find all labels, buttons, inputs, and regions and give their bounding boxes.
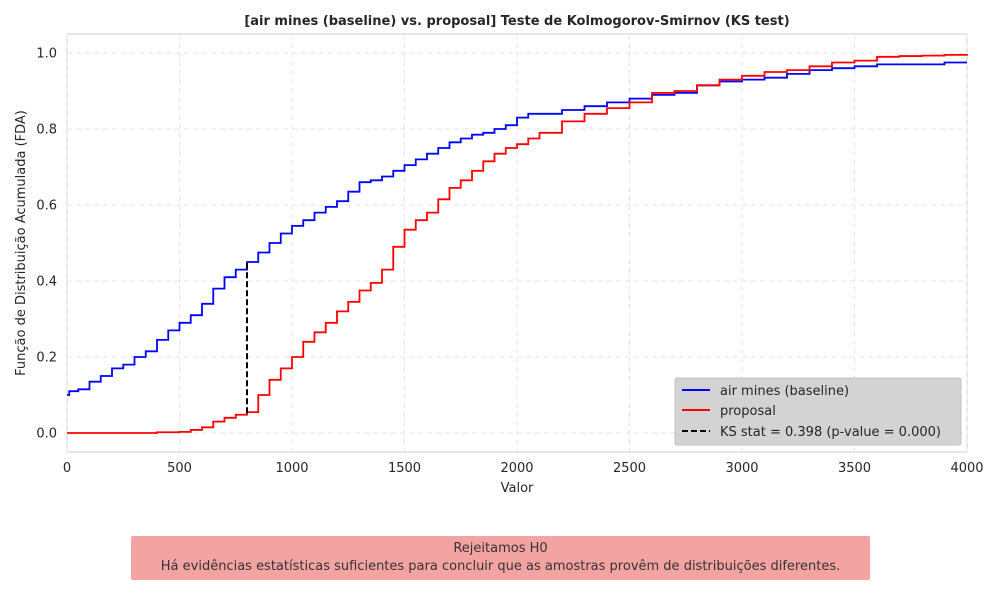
legend-label-proposal: proposal: [720, 404, 776, 419]
x-axis-label: Valor: [501, 481, 534, 496]
legend: air mines (baseline) proposal KS stat = …: [674, 377, 962, 446]
legend-label-ks: KS stat = 0.398 (p-value = 0.000): [720, 425, 941, 440]
x-tick-label: 2000: [500, 461, 533, 476]
y-tick-label: 0.2: [36, 351, 57, 366]
x-tick-label: 4000: [950, 461, 983, 476]
x-tick-label: 3000: [725, 461, 758, 476]
series-layer: [67, 54, 968, 434]
legend-label-baseline: air mines (baseline): [720, 384, 849, 399]
y-axis-label: Função de Distribuição Acumulada (FDA): [14, 110, 29, 376]
series-line-1: [67, 54, 968, 434]
x-tick-label: 3500: [838, 461, 871, 476]
y-tick-label: 1.0: [36, 47, 57, 62]
y-tick-label: 0.0: [36, 427, 57, 442]
x-tick-label: 1500: [388, 461, 421, 476]
axis-ticks: 0 500 1000 1500 2000 2500 3000 3500 4000 0.0 0.2 0.…: [36, 47, 983, 477]
legend-box: [674, 377, 962, 446]
y-tick-label: 0.6: [36, 199, 57, 214]
conclusion-text: Há evidências estatísticas suficientes p…: [160, 559, 841, 574]
y-tick-label: 0.4: [36, 275, 57, 290]
conclusion-title: Rejeitamos H0: [453, 541, 548, 556]
x-tick-label: 1000: [275, 461, 308, 476]
conclusion-box: Rejeitamos H0 Há evidências estatísticas…: [131, 536, 870, 580]
x-tick-label: 500: [167, 461, 192, 476]
y-tick-label: 0.8: [36, 123, 57, 138]
x-tick-label: 0: [63, 461, 71, 476]
x-tick-label: 2500: [613, 461, 646, 476]
chart-title: [air mines (baseline) vs. proposal] Test…: [244, 14, 789, 29]
